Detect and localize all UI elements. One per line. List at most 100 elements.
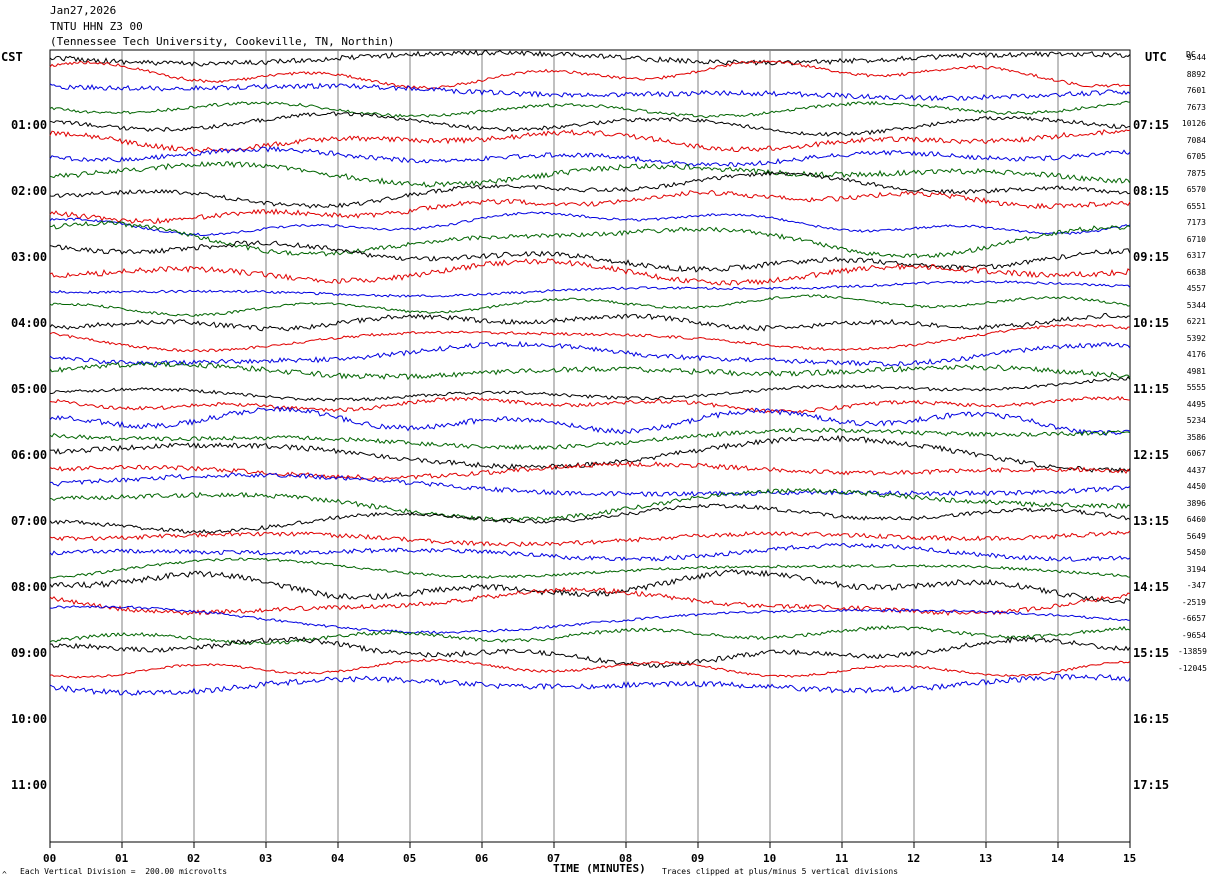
seismic-traces [49, 49, 1131, 696]
dc-offset-label: 6460 [1186, 515, 1206, 524]
dc-offset-label: 7084 [1186, 135, 1206, 145]
x-tick-label: 09 [691, 852, 705, 865]
left-hour-label: 02:00 [11, 184, 48, 198]
right-hour-label: 10:15 [1133, 316, 1170, 330]
left-hour-label: 09:00 [11, 646, 48, 660]
trace-row-38 [49, 673, 1131, 696]
trace-row-11 [49, 220, 1131, 259]
right-hour-label: 13:15 [1133, 514, 1170, 528]
left-hour-label: 08:00 [11, 580, 48, 594]
dc-offset-label: -2519 [1181, 597, 1206, 607]
dc-offset-label: 8892 [1186, 69, 1206, 79]
dc-offset-label: -347 [1186, 581, 1206, 590]
dc-offset-label: 7173 [1186, 218, 1206, 227]
trace-row-23 [49, 427, 1131, 451]
dc-offset-label: 7601 [1186, 86, 1206, 95]
dc-offset-label: 3194 [1186, 564, 1206, 574]
right-hour-label: 09:15 [1133, 250, 1170, 264]
trace-row-25 [49, 461, 1131, 480]
trace-row-28 [49, 503, 1131, 534]
dc-offset-label: 10126 [1181, 119, 1206, 128]
dc-offset-label: 5392 [1186, 333, 1206, 343]
dc-offset-label: 5649 [1186, 531, 1206, 541]
x-tick-label: 02 [187, 852, 201, 865]
trace-row-24 [49, 434, 1131, 474]
right-zone-label: UTC [1145, 50, 1167, 64]
dc-offset-label: -13859 [1178, 647, 1207, 656]
dc-offset-label: 3896 [1186, 498, 1206, 508]
dc-offset-label: 5344 [1186, 300, 1206, 310]
trace-row-2 [49, 82, 1131, 102]
dc-offset-label: 4495 [1186, 399, 1206, 409]
trace-row-13 [49, 257, 1131, 286]
trace-row-27 [49, 487, 1131, 523]
trace-row-14 [49, 280, 1131, 298]
left-hour-label: 05:00 [11, 382, 48, 396]
right-hour-label: 17:15 [1133, 778, 1170, 792]
trace-row-0 [49, 49, 1131, 67]
x-tick-label: 05 [403, 852, 417, 865]
trace-row-21 [49, 395, 1131, 414]
dc-offset-label: 6710 [1186, 234, 1206, 244]
trace-row-35 [49, 624, 1131, 646]
dc-offset-label: 7673 [1186, 102, 1206, 112]
trace-row-29 [49, 530, 1131, 547]
x-tick-label: 04 [331, 852, 345, 865]
dc-offset-label: 4437 [1186, 465, 1206, 475]
dc-offset-label: 3586 [1186, 432, 1206, 442]
dc-label: DC [1186, 50, 1196, 59]
trace-row-6 [49, 146, 1131, 168]
trace-row-22 [49, 406, 1131, 436]
dc-offset-label: -9654 [1181, 630, 1206, 640]
right-hour-label: 15:15 [1133, 646, 1170, 660]
right-hour-label: 07:15 [1133, 118, 1170, 132]
right-hour-label: 12:15 [1133, 448, 1170, 462]
left-hour-label: 07:00 [11, 514, 48, 528]
trace-row-4 [49, 111, 1131, 137]
trace-row-20 [49, 376, 1131, 402]
dc-offset-label: 5234 [1186, 416, 1206, 425]
x-tick-label: 06 [475, 852, 489, 865]
right-hour-label: 16:15 [1133, 712, 1170, 726]
x-tick-marks [49, 842, 1131, 848]
trace-row-7 [49, 160, 1131, 188]
dc-offset-label: 4176 [1186, 350, 1206, 359]
trace-row-19 [49, 361, 1131, 381]
dc-offset-label: 7875 [1186, 168, 1206, 178]
trace-row-30 [49, 543, 1131, 562]
dc-offset-label: 4557 [1186, 284, 1206, 293]
right-hour-label: 11:15 [1133, 382, 1170, 396]
trace-row-16 [49, 312, 1131, 332]
trace-row-1 [49, 60, 1131, 90]
x-axis-title: TIME (MINUTES) [553, 862, 646, 875]
trace-row-5 [49, 128, 1131, 153]
left-hour-label: 11:00 [11, 778, 48, 792]
trace-row-34 [49, 605, 1130, 635]
dc-offset-label: 4450 [1186, 482, 1206, 491]
dc-offset-label: 6317 [1186, 251, 1206, 260]
trace-row-8 [49, 170, 1131, 209]
dc-offset-label: 6705 [1186, 152, 1206, 161]
plot-frame [49, 49, 1131, 843]
left-hour-label: 10:00 [11, 712, 48, 726]
dc-offset-label: 6570 [1186, 185, 1206, 194]
x-tick-label: 03 [259, 852, 273, 865]
dc-offset-label: -12045 [1178, 663, 1207, 673]
x-tick-label: 01 [115, 852, 129, 865]
x-tick-label: 07 [547, 852, 561, 865]
x-tick-label: 15 [1123, 852, 1137, 865]
left-zone-label: CST [1, 50, 23, 64]
x-tick-label: 14 [1051, 852, 1065, 865]
x-tick-label: 13 [979, 852, 993, 865]
trace-row-36 [49, 636, 1131, 669]
left-hour-label: 03:00 [11, 250, 48, 264]
x-tick-label: 08 [619, 852, 633, 865]
x-tick-label: 11 [835, 852, 849, 865]
dc-offset-label: 6638 [1186, 267, 1206, 277]
header-date: Jan27,2026 [50, 4, 117, 17]
x-tick-label: 00 [43, 852, 57, 865]
trace-row-32 [49, 568, 1131, 604]
dc-offset-label: 4981 [1186, 366, 1206, 376]
trace-row-37 [49, 658, 1131, 679]
